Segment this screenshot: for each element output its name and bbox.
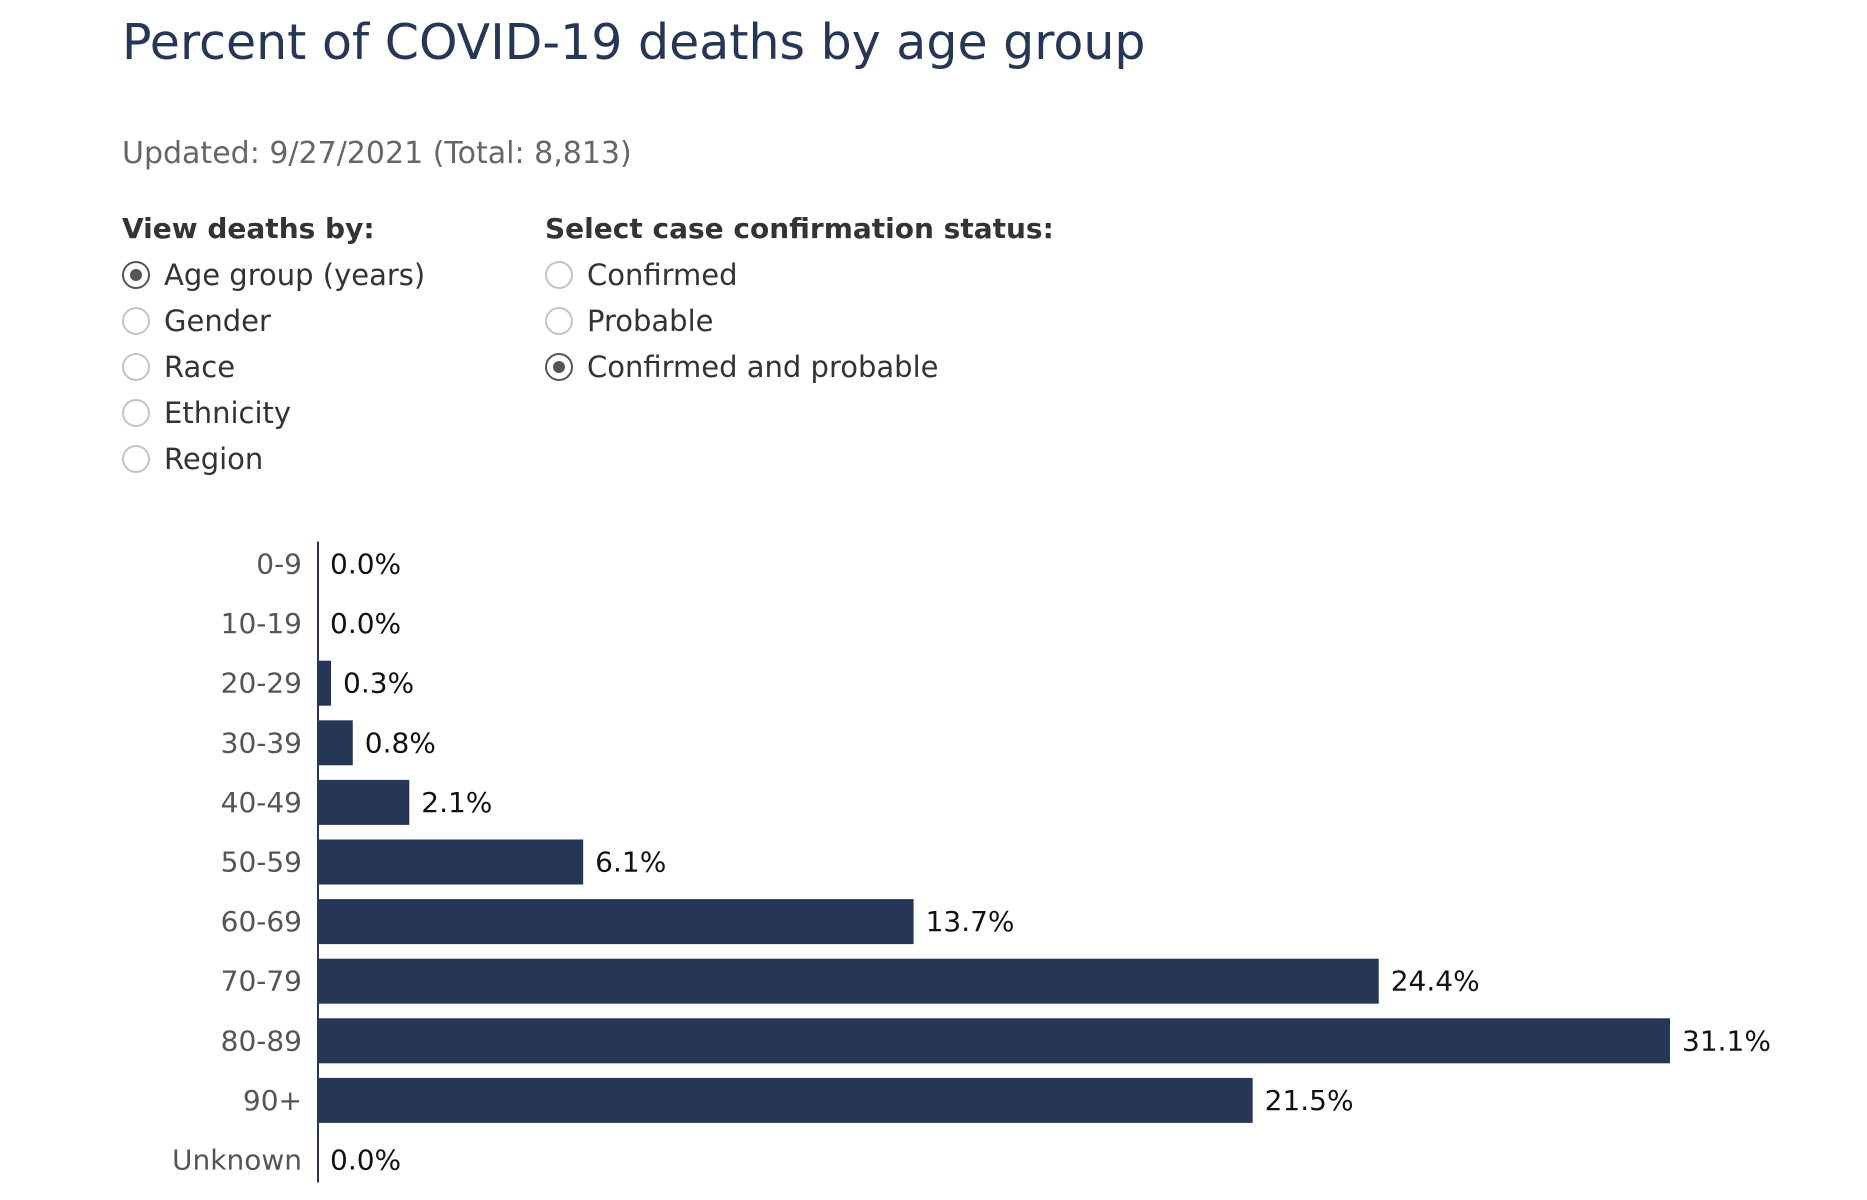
- radio-label: Probable: [587, 304, 714, 338]
- bar-value-label: 2.1%: [421, 786, 492, 819]
- bar-40-49: [318, 779, 410, 825]
- bar-value-label: 21.5%: [1265, 1084, 1354, 1117]
- bar-value-label: 24.4%: [1391, 965, 1480, 998]
- bar-value-label: 31.1%: [1682, 1024, 1771, 1057]
- bar-value-label: 0.0%: [330, 607, 401, 640]
- radio-age-group[interactable]: Age group (years): [122, 252, 425, 298]
- radio-confirmed[interactable]: Confirmed: [545, 252, 1054, 298]
- confirmation-status-group: Select case confirmation status: Confirm…: [545, 206, 1054, 390]
- radio-button-icon[interactable]: [545, 353, 573, 381]
- category-tick-label: 40-49: [221, 786, 302, 819]
- radio-button-icon[interactable]: [122, 399, 150, 427]
- radio-probable[interactable]: Probable: [545, 298, 1054, 344]
- bar-value-label: 13.7%: [926, 905, 1015, 938]
- radio-confirmed-and-probable[interactable]: Confirmed and probable: [545, 344, 1054, 390]
- updated-text: Updated: 9/27/2021 (Total: 8,813): [122, 136, 632, 171]
- radio-label: Gender: [164, 304, 271, 338]
- radio-button-icon[interactable]: [122, 307, 150, 335]
- category-tick-label: 20-29: [221, 667, 302, 700]
- radio-button-icon[interactable]: [122, 353, 150, 381]
- radio-button-icon[interactable]: [122, 445, 150, 473]
- category-tick-label: 90+: [243, 1084, 302, 1117]
- category-tick-label: Unknown: [172, 1144, 302, 1177]
- bar-20-29: [318, 660, 332, 706]
- view-by-label: View deaths by:: [122, 212, 375, 245]
- category-tick-label: 30-39: [221, 726, 302, 759]
- view-by-group: View deaths by: Age group (years) Gender…: [122, 206, 425, 482]
- radio-gender[interactable]: Gender: [122, 298, 425, 344]
- radio-button-icon[interactable]: [122, 261, 150, 289]
- radio-label: Confirmed and probable: [587, 350, 939, 384]
- category-tick-label: 10-19: [221, 607, 302, 640]
- radio-label: Ethnicity: [164, 396, 292, 430]
- deaths-by-age-chart: 0-9 0.0% 10-19 0.0% 20-29 0.3% 30-39 0.8% 40-49 2…: [172, 541, 1771, 1183]
- bar-70-79: [318, 958, 1379, 1004]
- bar-value-label: 0.3%: [343, 667, 414, 700]
- category-tick-label: 70-79: [221, 965, 302, 998]
- bar-30-39: [318, 720, 353, 766]
- radio-label: Confirmed: [587, 258, 738, 292]
- radio-ethnicity[interactable]: Ethnicity: [122, 390, 425, 436]
- radio-button-icon[interactable]: [545, 261, 573, 289]
- category-tick-label: 50-59: [221, 846, 302, 879]
- bar-value-label: 0.0%: [330, 548, 401, 581]
- page-title: Percent of COVID-19 deaths by age group: [122, 14, 1146, 71]
- radio-region[interactable]: Region: [122, 436, 425, 482]
- radio-button-icon[interactable]: [545, 307, 573, 335]
- confirmation-status-label: Select case confirmation status:: [545, 212, 1054, 245]
- category-tick-label: 0-9: [256, 548, 302, 581]
- bar-value-label: 6.1%: [595, 846, 666, 879]
- category-tick-label: 60-69: [221, 905, 302, 938]
- bar-50-59: [318, 839, 584, 885]
- bar-value-label: 0.8%: [365, 726, 436, 759]
- radio-label: Age group (years): [164, 258, 426, 292]
- category-tick-label: 80-89: [221, 1024, 302, 1057]
- radio-label: Race: [164, 350, 236, 384]
- radio-label: Region: [164, 442, 264, 476]
- bar-80-89: [318, 1018, 1670, 1064]
- bar-90+: [318, 1077, 1253, 1123]
- bar-value-label: 0.0%: [330, 1144, 401, 1177]
- radio-race[interactable]: Race: [122, 344, 425, 390]
- bar-60-69: [318, 899, 914, 945]
